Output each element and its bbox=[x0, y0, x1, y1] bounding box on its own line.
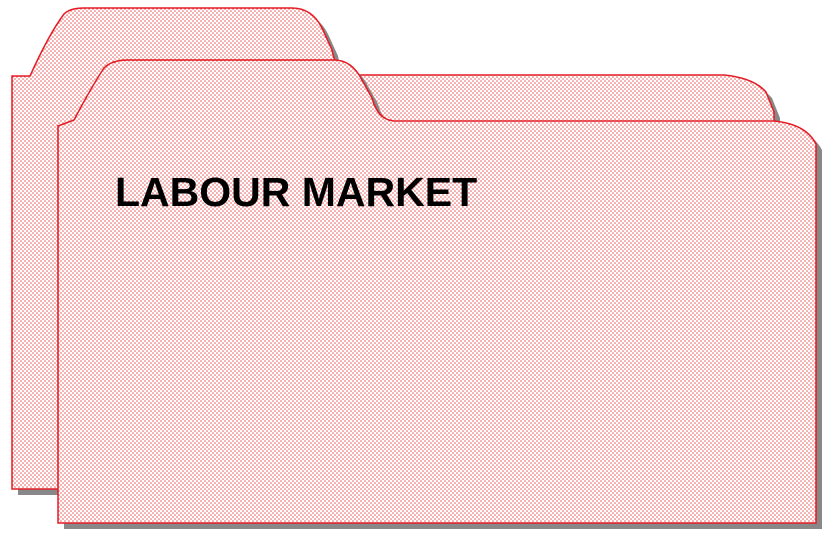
folder-title: LABOUR MARKET bbox=[115, 169, 477, 215]
front-folder bbox=[57, 59, 817, 524]
